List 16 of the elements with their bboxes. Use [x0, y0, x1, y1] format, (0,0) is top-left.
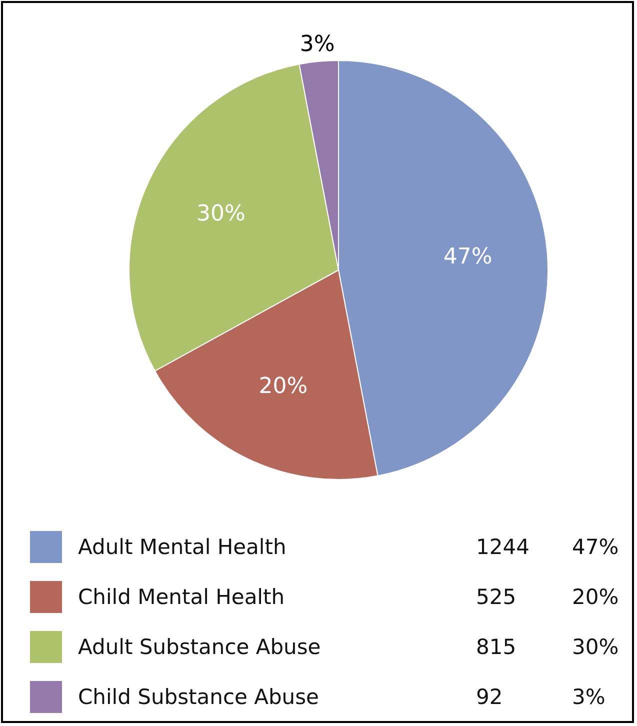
text: 30%: [572, 635, 619, 659]
data-label: 20%: [258, 374, 308, 400]
text: 1244: [476, 534, 530, 561]
legend-label: Child Substance Abuse: [78, 684, 320, 711]
legend-label: Adult Mental Health: [78, 534, 288, 561]
text: 20%: [572, 585, 619, 609]
text: 3%: [572, 685, 606, 709]
data-label: 47%: [443, 244, 492, 270]
text: 92: [476, 684, 504, 711]
text: 815: [476, 634, 518, 661]
data-label: 3%: [300, 32, 335, 58]
text: 47%: [572, 535, 619, 559]
data-label: 30%: [196, 201, 246, 226]
text: 525: [476, 584, 518, 611]
legend-label: Adult Substance Abuse: [78, 634, 322, 661]
legend-label: Child Mental Health: [78, 584, 286, 611]
